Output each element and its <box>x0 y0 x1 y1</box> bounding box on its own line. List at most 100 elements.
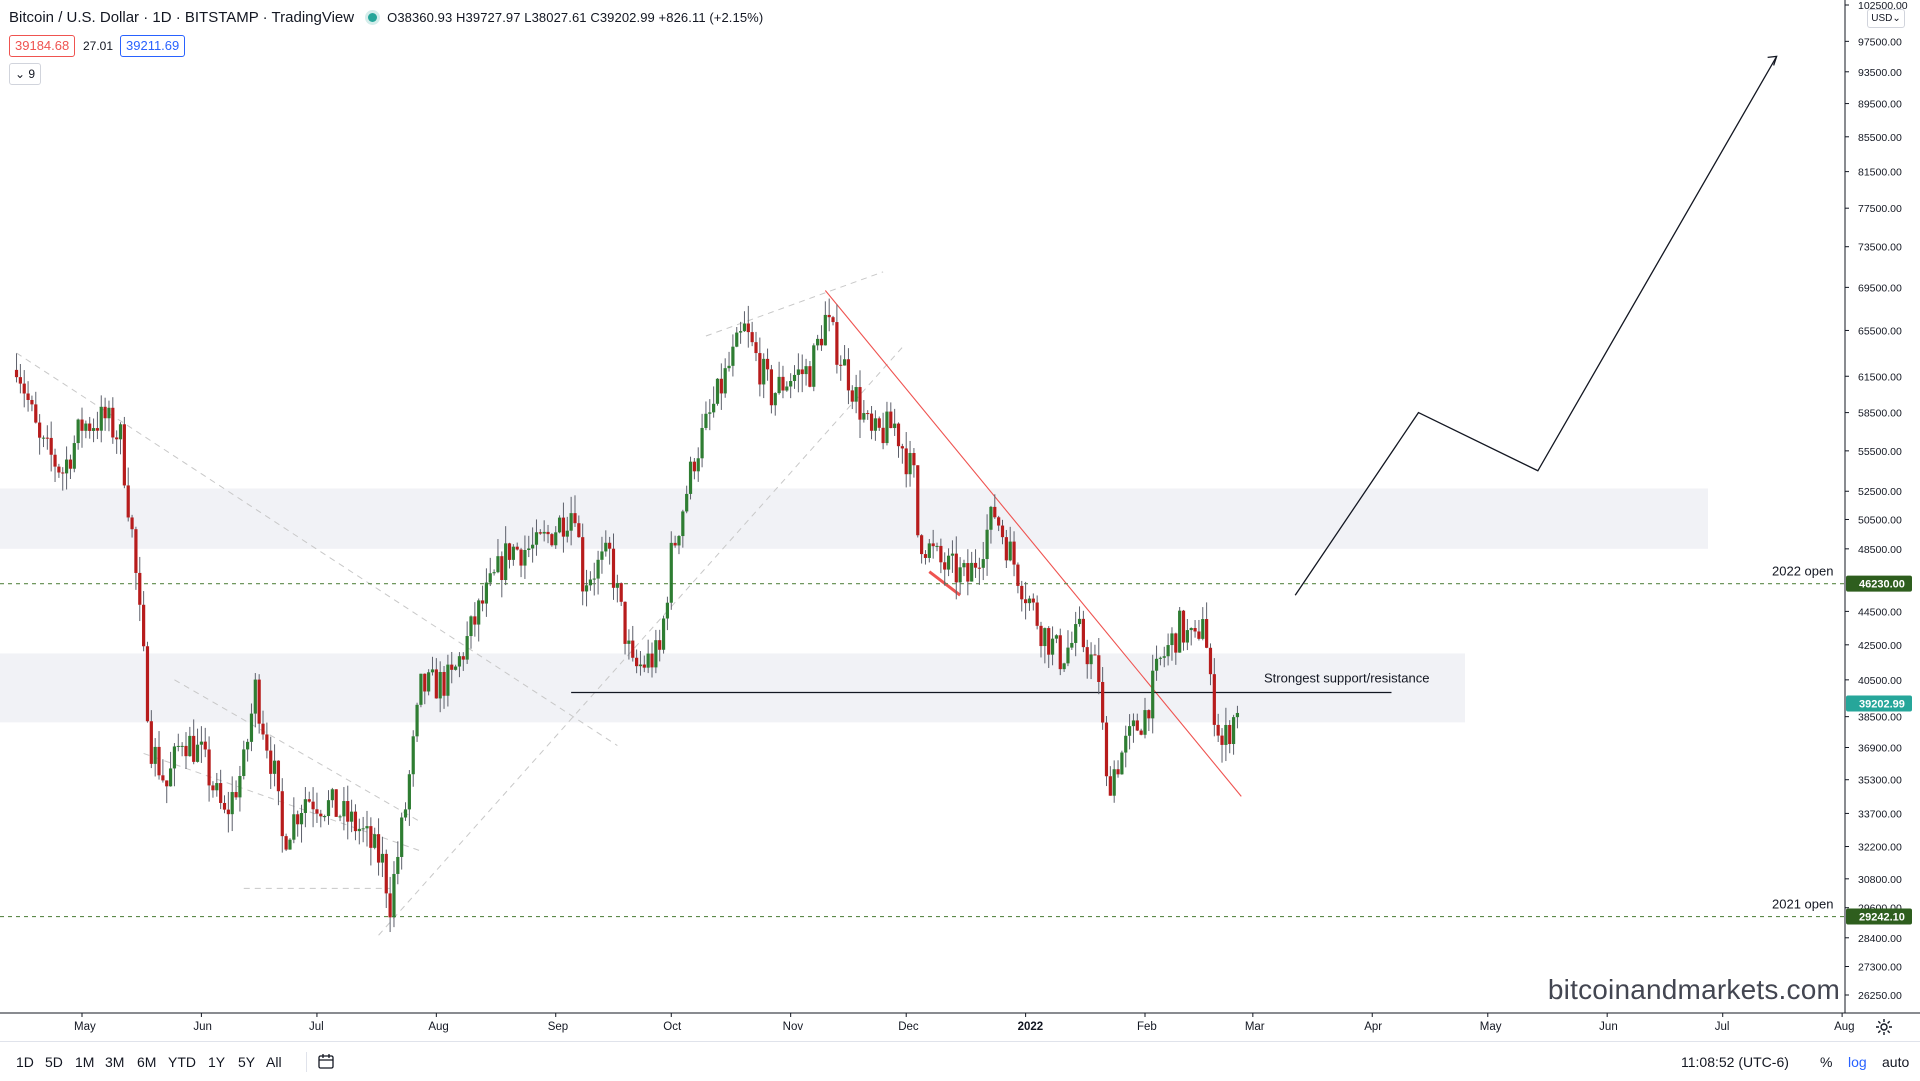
candle[interactable] <box>831 315 835 326</box>
candle[interactable] <box>1208 643 1213 686</box>
candle[interactable] <box>1070 631 1074 650</box>
candle[interactable] <box>488 557 492 587</box>
percent-scale-toggle[interactable]: % <box>1820 1054 1833 1070</box>
candle[interactable] <box>565 516 569 543</box>
candle[interactable] <box>246 738 250 762</box>
candle[interactable] <box>126 467 130 522</box>
candle[interactable] <box>1178 606 1182 653</box>
candle[interactable] <box>176 733 180 752</box>
candle[interactable] <box>550 532 554 547</box>
candle[interactable] <box>661 615 666 654</box>
candle[interactable] <box>839 355 843 381</box>
candle[interactable] <box>812 343 816 392</box>
candle[interactable] <box>973 549 978 578</box>
candle[interactable] <box>700 413 704 468</box>
candle[interactable] <box>172 743 177 787</box>
candle[interactable] <box>1201 607 1205 641</box>
indicators-toggle-button[interactable]: ⌄ 9 <box>9 63 41 85</box>
candle[interactable] <box>88 416 92 439</box>
candle[interactable] <box>827 298 831 332</box>
candle[interactable] <box>507 542 512 569</box>
candle[interactable] <box>1108 766 1112 796</box>
candle[interactable] <box>361 816 365 843</box>
candle[interactable] <box>95 411 100 440</box>
gear-icon[interactable] <box>1875 1018 1893 1036</box>
candle[interactable] <box>1062 662 1066 672</box>
candle[interactable] <box>577 515 581 538</box>
candle[interactable] <box>1016 562 1020 594</box>
candle[interactable] <box>265 722 269 759</box>
candle[interactable] <box>1174 632 1178 665</box>
candle[interactable] <box>99 395 103 443</box>
candle[interactable] <box>669 531 673 610</box>
candle[interactable] <box>26 381 30 412</box>
candle[interactable] <box>380 836 385 878</box>
candle[interactable] <box>219 769 223 810</box>
candle[interactable] <box>407 770 411 826</box>
candle[interactable] <box>365 810 369 847</box>
candle[interactable] <box>954 536 958 600</box>
candle[interactable] <box>453 664 458 671</box>
candle[interactable] <box>554 526 558 549</box>
candle[interactable] <box>1039 621 1043 658</box>
candle[interactable] <box>253 673 257 728</box>
candle[interactable] <box>434 658 438 699</box>
candle[interactable] <box>804 358 808 386</box>
candle[interactable] <box>708 399 712 431</box>
candle[interactable] <box>477 598 481 642</box>
candle[interactable] <box>288 838 292 850</box>
timeframe-1d[interactable]: 1D <box>16 1054 34 1070</box>
candle[interactable] <box>746 305 750 348</box>
candle[interactable] <box>658 629 662 662</box>
candle[interactable] <box>350 799 354 833</box>
candle[interactable] <box>846 348 851 405</box>
candle[interactable] <box>816 334 820 351</box>
candle[interactable] <box>1235 705 1240 729</box>
candle[interactable] <box>796 353 800 393</box>
candle[interactable] <box>473 602 477 637</box>
candle[interactable] <box>76 418 80 450</box>
candle[interactable] <box>257 674 261 734</box>
candle[interactable] <box>835 304 839 374</box>
candle[interactable] <box>118 422 123 455</box>
candle[interactable] <box>523 535 527 579</box>
candle[interactable] <box>993 494 997 519</box>
candle[interactable] <box>319 809 323 828</box>
candle[interactable] <box>1020 580 1024 612</box>
candle[interactable] <box>1220 728 1224 763</box>
candle[interactable] <box>1216 713 1220 742</box>
candle[interactable] <box>819 325 824 351</box>
candle[interactable] <box>1189 627 1193 646</box>
candle[interactable] <box>877 416 881 431</box>
candle[interactable] <box>330 787 334 808</box>
candle[interactable] <box>958 557 962 595</box>
candle[interactable] <box>584 569 589 607</box>
candle[interactable] <box>881 412 885 450</box>
candle[interactable] <box>1158 656 1163 666</box>
candle[interactable] <box>357 818 361 845</box>
candle[interactable] <box>180 742 184 757</box>
candle[interactable] <box>912 448 916 478</box>
candle[interactable] <box>735 327 739 348</box>
candle[interactable] <box>1120 750 1124 775</box>
clock-timezone[interactable]: 11:08:52 (UTC-6) <box>1681 1054 1789 1070</box>
candle[interactable] <box>615 574 619 603</box>
candle[interactable] <box>527 535 531 558</box>
candle[interactable] <box>34 391 38 424</box>
candle[interactable] <box>1054 634 1059 644</box>
candle[interactable] <box>1181 609 1186 651</box>
candle[interactable] <box>346 785 350 840</box>
candle[interactable] <box>484 568 489 617</box>
candle[interactable] <box>53 448 57 482</box>
candle[interactable] <box>188 726 192 757</box>
candle[interactable] <box>134 526 138 590</box>
candle[interactable] <box>1074 611 1078 657</box>
candle[interactable] <box>1170 627 1174 661</box>
candle[interactable] <box>38 414 42 455</box>
candle[interactable] <box>461 652 465 671</box>
candle[interactable] <box>234 780 238 800</box>
candle[interactable] <box>646 639 650 674</box>
candle[interactable] <box>222 795 227 814</box>
candle[interactable] <box>808 360 812 388</box>
candle[interactable] <box>49 421 53 472</box>
